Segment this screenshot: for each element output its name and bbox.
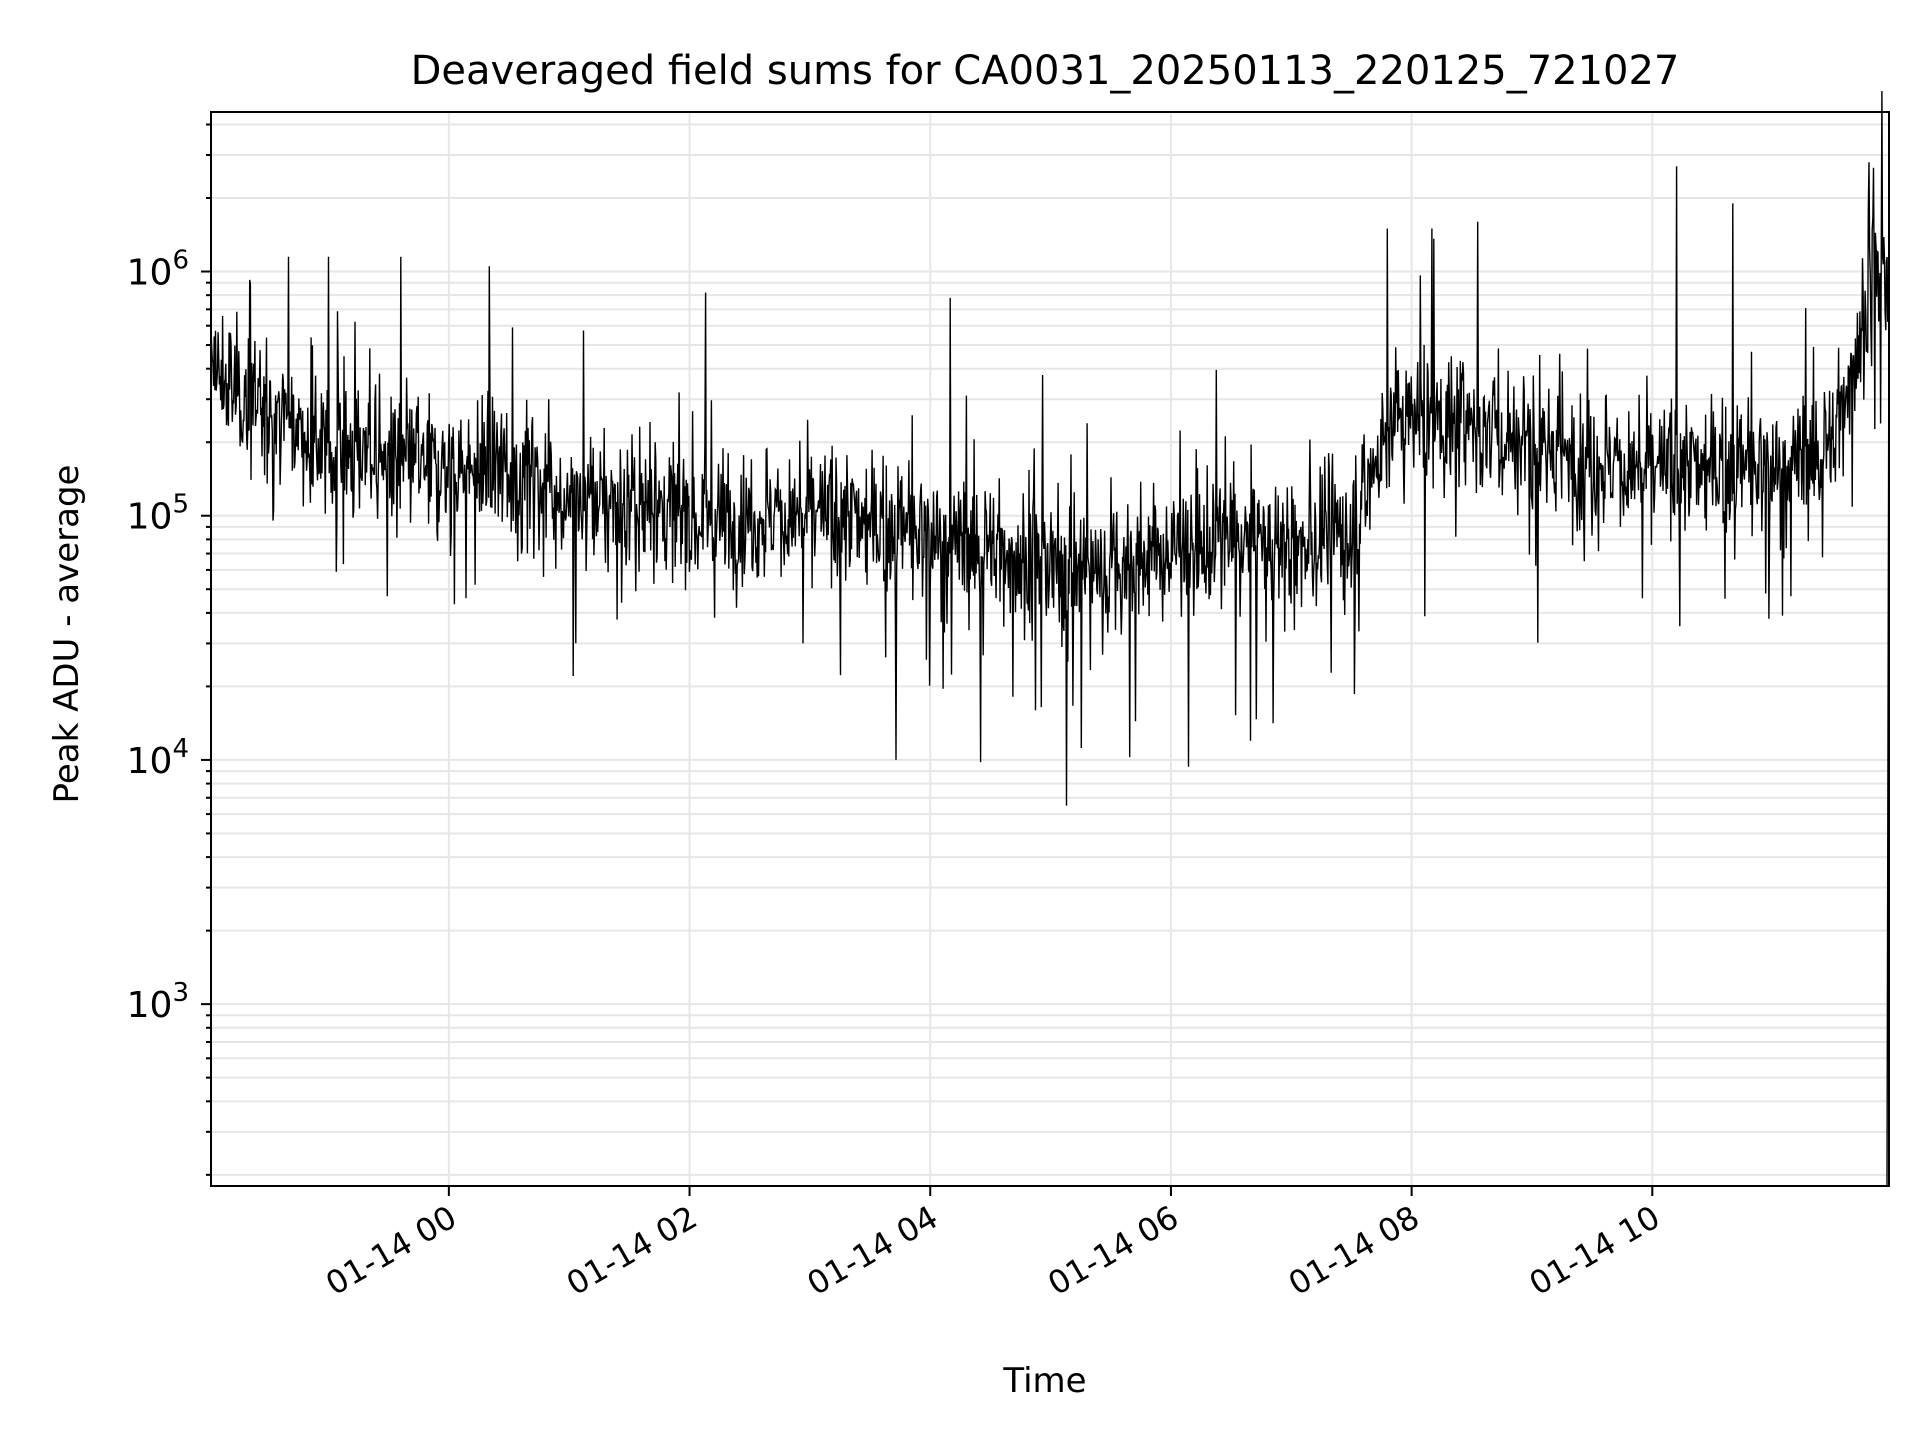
plot-frame (210, 111, 1890, 1187)
y-tick-label: 105 (127, 490, 189, 538)
y-tick-label: 103 (127, 978, 189, 1026)
series-layer (210, 90, 1890, 1187)
y-axis-label: Peak ADU - average (47, 465, 87, 804)
series-line (210, 90, 1890, 1187)
y-tick-label: 106 (127, 246, 189, 294)
grid-layer (211, 112, 1889, 1186)
chart-title: Deaveraged field sums for CA0031_2025011… (411, 48, 1680, 94)
x-axis-label: Time (1002, 1361, 1086, 1401)
y-tick-label: 104 (127, 734, 189, 782)
